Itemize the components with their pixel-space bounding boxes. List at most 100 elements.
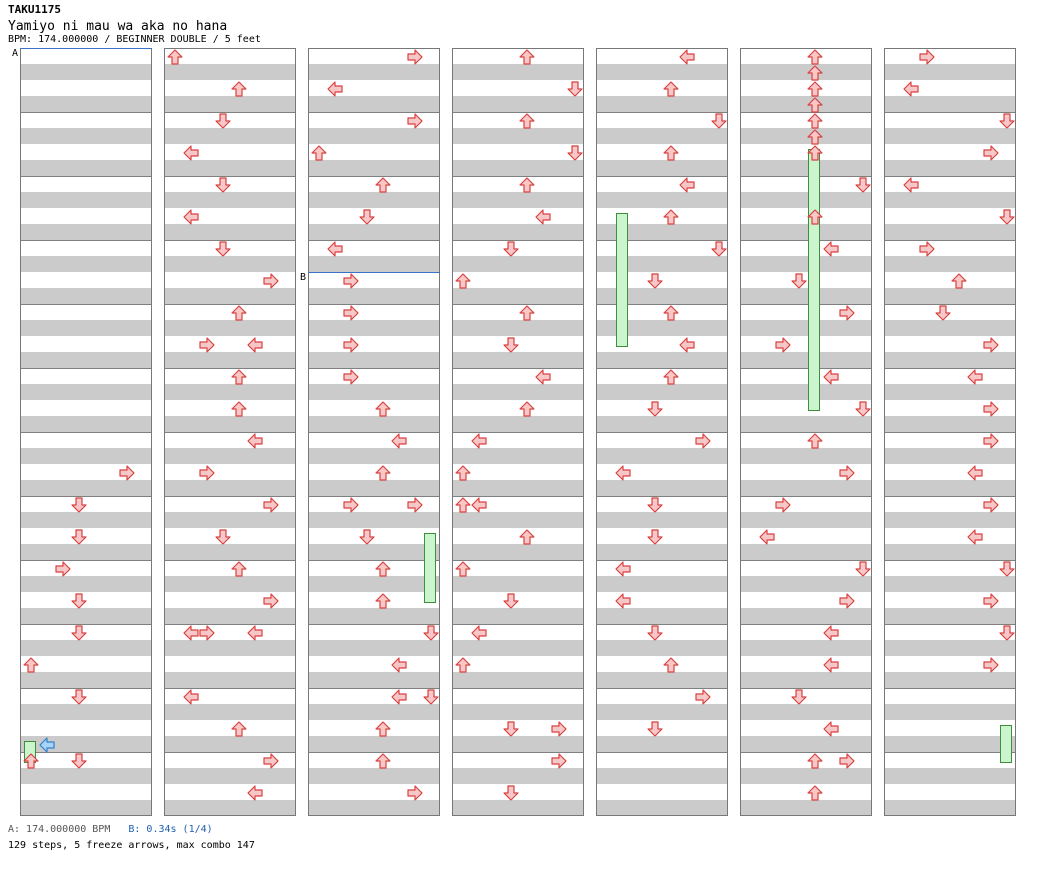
beat-band [741,608,871,624]
step-arrow-p1-down [615,561,631,577]
beat-band [741,480,871,496]
step-arrow-p2-up [551,721,567,737]
measure-line [21,240,151,241]
step-arrow-p2-down [967,529,983,545]
step-arrow-p2-up [407,785,423,801]
measure-line [597,304,727,305]
beat-band [21,768,151,784]
step-arrow-p2-down [823,241,839,257]
beat-band [309,736,439,752]
beat-band [453,160,583,176]
step-arrow-p2-right [999,561,1015,577]
beat-band [309,448,439,464]
step-arrow-p2-left [663,209,679,225]
step-arrow-p2-left [519,305,535,321]
chart-column-3 [308,48,440,816]
beat-band [21,608,151,624]
beat-band [453,480,583,496]
measure-line [21,176,151,177]
beat-band [165,608,295,624]
measure-line [885,624,1015,625]
beat-band [741,640,871,656]
measure-line [453,752,583,753]
step-arrow-p2-up [695,433,711,449]
step-arrow-p2-up [263,593,279,609]
beat-band [885,96,1015,112]
beat-band [165,736,295,752]
beat-band [165,224,295,240]
measure-line [309,624,439,625]
speed-change-line [308,272,440,273]
step-arrow-p1-left [23,753,39,769]
step-arrow-p2-down [247,625,263,641]
step-arrow-p2-down [823,369,839,385]
beat-band [885,736,1015,752]
step-arrow-p2-up [983,593,999,609]
measure-line [597,176,727,177]
step-arrow-p2-up [263,753,279,769]
speed-change-label: B [300,272,307,283]
beat-band [885,480,1015,496]
measure-line [165,112,295,113]
beat-band [309,480,439,496]
measure-line [741,240,871,241]
step-arrow-p1-right [791,689,807,705]
beat-band [741,704,871,720]
step-arrow-p1-right [647,529,663,545]
beat-band [21,320,151,336]
beat-band [309,544,439,560]
step-arrow-p2-left [519,49,535,65]
chart-column-4 [452,48,584,816]
measure-line [165,240,295,241]
step-arrow-p1-right [215,177,231,193]
measure-line [309,496,439,497]
beat-band [885,672,1015,688]
beat-band [453,224,583,240]
step-arrow-p1-left [455,273,471,289]
step-arrow-p2-down [679,177,695,193]
beat-band [165,800,295,815]
step-arrow-p1-down [903,177,919,193]
step-arrow-p1-left [455,561,471,577]
step-arrow-p2-down [823,657,839,673]
beat-band [597,544,727,560]
measure-line [21,752,151,753]
step-arrow-p2-up [839,305,855,321]
measure-line [741,688,871,689]
beat-band [165,64,295,80]
step-arrow-p2-left [375,465,391,481]
step-arrow-p1-right [647,625,663,641]
beat-band [741,128,871,144]
measure-line [165,176,295,177]
measure-line [741,304,871,305]
beat-band [309,384,439,400]
beat-band [21,416,151,432]
measure-line [453,496,583,497]
beat-band [741,448,871,464]
speed-change-label: A [12,48,19,59]
step-arrow-p2-left [807,81,823,97]
beat-band [885,192,1015,208]
beat-band [165,480,295,496]
chart-author: TAKU1175 [8,3,61,16]
beat-band [165,672,295,688]
step-arrow-p2-left [807,145,823,161]
measure-line [309,688,439,689]
step-arrow-p2-up [983,401,999,417]
freeze-arrow [1000,725,1012,763]
beat-band [21,576,151,592]
measure-line [741,368,871,369]
beat-band [21,800,151,815]
step-arrow-p1-up [343,273,359,289]
step-arrow-p1-left [455,657,471,673]
measure-line [21,304,151,305]
step-arrow-p1-right [791,273,807,289]
beat-band [309,640,439,656]
beat-band [741,64,871,80]
measure-line [309,112,439,113]
measure-line [885,240,1015,241]
measure-line [309,752,439,753]
step-arrow-p2-right [999,625,1015,641]
measure-line [885,752,1015,753]
beat-band [597,256,727,272]
